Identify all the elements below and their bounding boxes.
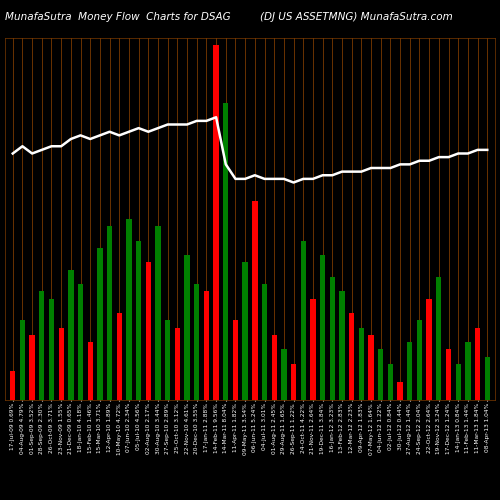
- Bar: [426, 298, 432, 400]
- Bar: [88, 342, 93, 400]
- Bar: [358, 328, 364, 400]
- Bar: [126, 219, 132, 400]
- Bar: [184, 255, 190, 400]
- Bar: [116, 313, 122, 400]
- Bar: [300, 240, 306, 400]
- Bar: [320, 255, 326, 400]
- Bar: [107, 226, 112, 400]
- Bar: [330, 277, 335, 400]
- Bar: [30, 335, 35, 400]
- Bar: [214, 45, 219, 400]
- Bar: [68, 270, 73, 400]
- Bar: [340, 291, 344, 400]
- Bar: [398, 382, 403, 400]
- Bar: [97, 248, 102, 400]
- Bar: [272, 335, 277, 400]
- Bar: [156, 226, 160, 400]
- Bar: [291, 364, 296, 400]
- Bar: [252, 200, 258, 400]
- Bar: [417, 320, 422, 400]
- Bar: [39, 291, 44, 400]
- Bar: [20, 320, 25, 400]
- Bar: [174, 328, 180, 400]
- Bar: [456, 364, 461, 400]
- Bar: [349, 313, 354, 400]
- Bar: [475, 328, 480, 400]
- Bar: [233, 320, 238, 400]
- Bar: [242, 262, 248, 400]
- Bar: [446, 350, 451, 400]
- Bar: [223, 103, 228, 400]
- Bar: [146, 262, 151, 400]
- Bar: [368, 335, 374, 400]
- Bar: [165, 320, 170, 400]
- Bar: [58, 328, 64, 400]
- Bar: [407, 342, 412, 400]
- Bar: [136, 240, 141, 400]
- Text: MunafaSutra  Money Flow  Charts for DSAG: MunafaSutra Money Flow Charts for DSAG: [5, 12, 230, 22]
- Bar: [281, 350, 286, 400]
- Bar: [194, 284, 200, 400]
- Text: (DJ US ASSETMNG) MunafaSutra.com: (DJ US ASSETMNG) MunafaSutra.com: [260, 12, 453, 22]
- Bar: [49, 298, 54, 400]
- Bar: [378, 350, 384, 400]
- Bar: [10, 371, 16, 400]
- Bar: [262, 284, 267, 400]
- Bar: [484, 356, 490, 400]
- Bar: [78, 284, 83, 400]
- Bar: [465, 342, 470, 400]
- Bar: [204, 291, 209, 400]
- Bar: [436, 277, 442, 400]
- Bar: [388, 364, 393, 400]
- Bar: [310, 298, 316, 400]
